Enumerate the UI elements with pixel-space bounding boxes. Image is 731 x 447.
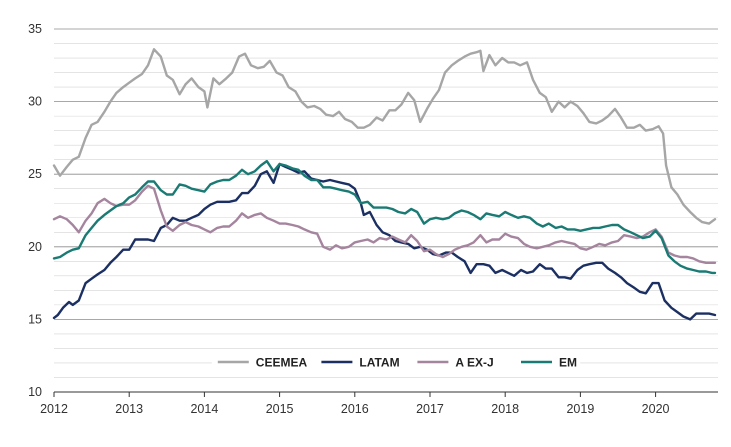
series-line-a-ex-j [52, 184, 717, 264]
legend-label-em: EM [559, 356, 577, 370]
y-tick-label: 30 [28, 95, 42, 109]
legend-background [211, 352, 581, 372]
gridlines [54, 28, 718, 378]
x-tick-label: 2019 [566, 402, 594, 416]
y-tick-label: 20 [28, 240, 42, 254]
x-tick-label: 2014 [190, 402, 218, 416]
x-tick-label: 2012 [40, 402, 68, 416]
y-tick-label: 25 [28, 167, 42, 181]
series-line-em [52, 159, 717, 275]
legend-label-ceemea: CEEMEA [256, 356, 308, 370]
x-tick-label: 2013 [115, 402, 143, 416]
x-tick-label: 2017 [416, 402, 444, 416]
axes: 10 15 20 25 30 35 2012 2013 2014 2015 2016 2017 2018… [28, 22, 718, 416]
y-tick-label: 15 [28, 312, 42, 326]
y-tick-label: 10 [28, 385, 42, 399]
legend-label-latam: LATAM [359, 356, 399, 370]
series-lines [52, 48, 717, 321]
x-tick-label: 2018 [491, 402, 519, 416]
y-tick-label: 35 [28, 22, 42, 36]
legend-label-a-ex-j: A EX-J [455, 356, 493, 370]
x-tick-label: 2015 [266, 402, 294, 416]
series-line-ceemea [52, 48, 717, 225]
legend: CEEMEA LATAM A EX-J EM [211, 352, 581, 372]
x-tick-label: 2016 [341, 402, 369, 416]
series-line-latam [52, 162, 717, 321]
x-tick-label: 2020 [642, 402, 670, 416]
